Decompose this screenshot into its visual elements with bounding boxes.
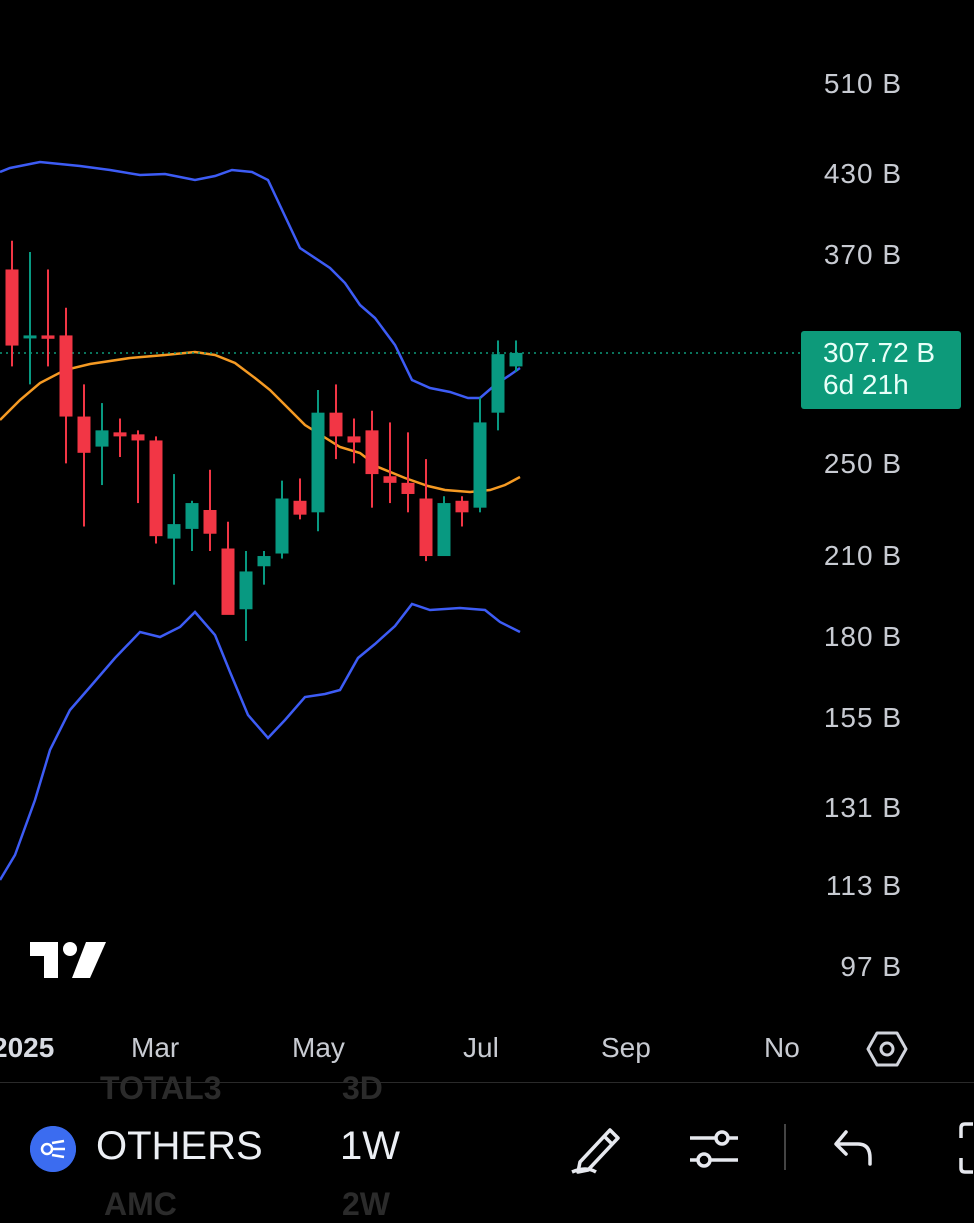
y-tick-label: 430 B	[823, 158, 902, 189]
bar-countdown: 6d 21h	[823, 369, 909, 400]
price-chart[interactable]	[0, 0, 974, 1080]
y-tick-label: 113 B	[825, 870, 902, 901]
candle-down	[221, 548, 235, 615]
last-price-tag: 307.72 B 6d 21h	[801, 331, 961, 409]
candle-down	[365, 430, 379, 475]
x-tick-label: Sep	[601, 1032, 651, 1063]
bollinger-basis	[0, 350, 521, 494]
ghost-timeframe: 3D	[342, 1070, 383, 1106]
y-tick-label: 155 B	[823, 702, 902, 733]
hexagon-gear-icon[interactable]	[866, 1028, 908, 1070]
candle-down	[113, 432, 127, 437]
candle-up	[257, 556, 271, 567]
candle-down	[455, 500, 469, 513]
candle-down	[41, 335, 55, 339]
symbol-logo-icon[interactable]	[30, 1126, 76, 1172]
fullscreen-icon[interactable]	[940, 1118, 974, 1178]
candle-up	[239, 571, 253, 610]
last-price-value: 307.72 B	[823, 337, 936, 368]
candle-down	[383, 476, 397, 483]
bottom-toolbar	[0, 1082, 974, 1201]
y-tick-label: 131 B	[823, 792, 902, 823]
candle-down	[59, 335, 73, 417]
candle-down	[131, 434, 145, 441]
y-tick-label: 180 B	[823, 621, 902, 652]
candle-up	[509, 352, 523, 367]
x-tick-label: Mar	[131, 1032, 180, 1063]
candle-down	[419, 498, 433, 557]
candle-down	[329, 412, 343, 437]
candle-down	[401, 482, 415, 494]
x-tick-label: 2025	[0, 1032, 55, 1063]
timeframe-selector[interactable]: 1W	[340, 1124, 400, 1168]
ghost-symbol-2: AMC	[104, 1186, 177, 1222]
candle-up	[23, 335, 37, 339]
candle-up	[95, 430, 109, 447]
candle-up	[311, 412, 325, 513]
pencil-icon[interactable]	[566, 1118, 626, 1178]
ghost-timeframe-2: 2W	[342, 1186, 390, 1222]
y-tick-label: 97 B	[840, 951, 902, 982]
candle-down	[149, 440, 163, 537]
toolbar-divider	[784, 1124, 786, 1170]
candle-down	[293, 500, 307, 515]
ghost-symbol: TOTAL3	[100, 1070, 222, 1106]
candle-up	[437, 503, 451, 557]
candle-up	[473, 422, 487, 508]
bollinger-upper-band	[0, 160, 521, 400]
candle-up	[167, 524, 181, 539]
candle-up	[185, 503, 199, 529]
undo-icon[interactable]	[826, 1118, 886, 1178]
x-tick-label: May	[292, 1032, 345, 1063]
x-tick-label: Jul	[463, 1032, 499, 1063]
candle-down	[5, 269, 19, 346]
y-tick-label: 370 B	[823, 239, 902, 270]
y-tick-label: 510 B	[823, 68, 902, 99]
candle-down	[77, 416, 91, 453]
sliders-icon[interactable]	[684, 1118, 744, 1178]
candle-up	[491, 354, 505, 413]
tradingview-logo	[30, 942, 106, 978]
candle-down	[347, 436, 361, 443]
candle-up	[275, 498, 289, 554]
y-tick-label: 210 B	[823, 540, 902, 571]
candle-down	[203, 509, 217, 534]
symbol-name[interactable]: OTHERS	[96, 1124, 263, 1168]
x-tick-label: No	[764, 1032, 800, 1063]
bollinger-lower-band	[0, 602, 521, 881]
y-tick-label: 250 B	[823, 448, 902, 479]
